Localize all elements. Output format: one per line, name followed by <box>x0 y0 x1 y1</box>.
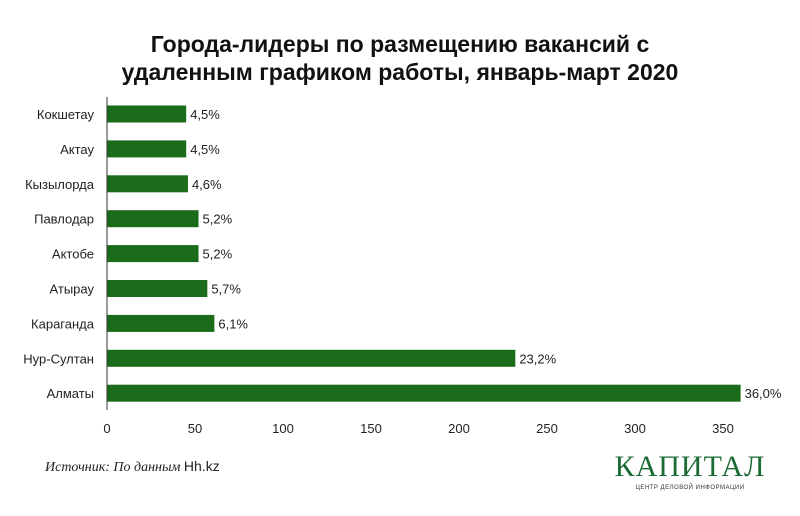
category-label: Кызылорда <box>25 177 95 192</box>
x-tick-label: 200 <box>448 421 470 436</box>
data-label: 4,6% <box>192 177 222 192</box>
chart-title: Города-лидеры по размещению вакансий с у… <box>0 30 800 86</box>
category-label: Павлодар <box>34 212 94 227</box>
x-tick-label: 0 <box>103 421 110 436</box>
data-label: 4,5% <box>190 142 220 157</box>
category-label: Актау <box>60 142 94 157</box>
source-note: Источник: По данным Hh.kz <box>45 458 220 476</box>
source-site: Hh.kz <box>183 458 220 474</box>
bar-chart: Кокшетау 4,5% Актау 4,5% Кызылорда 4,6% Павлод… <box>23 97 782 436</box>
x-tick-label: 50 <box>188 421 202 436</box>
logo-name: КАПИТАЛ <box>614 450 766 483</box>
data-label: 36,0% <box>745 386 782 401</box>
category-label: Алматы <box>47 386 94 401</box>
data-label: 6,1% <box>218 316 248 331</box>
title-line: удаленным графиком работы, январь-март 2… <box>121 59 679 85</box>
bar <box>107 280 208 297</box>
bar <box>107 245 199 263</box>
data-label: 4,5% <box>190 107 220 122</box>
x-tick-label: 350 <box>712 421 734 436</box>
category-label: Атырау <box>50 282 95 297</box>
data-label: 5,2% <box>203 247 233 262</box>
bar <box>107 105 187 123</box>
x-tick-label: 150 <box>360 421 382 436</box>
bar <box>107 314 215 332</box>
bar <box>107 384 741 402</box>
title-line: Города-лидеры по размещению вакансий с <box>150 31 650 57</box>
category-label: Нур-Султан <box>23 351 94 366</box>
x-tick-label: 100 <box>272 421 294 436</box>
data-label: 23,2% <box>519 351 556 366</box>
category-label: Караганда <box>31 316 95 331</box>
bar <box>107 210 199 228</box>
bar <box>107 349 516 367</box>
bar <box>107 175 188 193</box>
logo-subtitle: ЦЕНТР ДЕЛОВОЙ ИНФОРМАЦИИ <box>635 485 745 491</box>
bar <box>107 140 187 158</box>
category-label: Актобе <box>52 247 94 262</box>
data-label: 5,2% <box>203 212 233 227</box>
x-tick-label: 250 <box>536 421 558 436</box>
source-prefix: Источник: По данным <box>45 460 181 475</box>
data-label: 5,7% <box>211 282 241 297</box>
x-tick-label: 300 <box>624 421 646 436</box>
category-label: Кокшетау <box>37 107 95 122</box>
kapital-logo: КАПИТАЛ ЦЕНТР ДЕЛОВОЙ ИНФОРМАЦИИ <box>600 450 780 492</box>
